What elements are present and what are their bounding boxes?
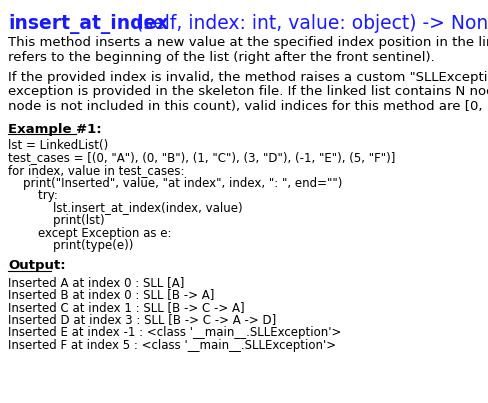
Text: print(lst): print(lst) [8, 214, 104, 227]
Text: print("Inserted", value, "at index", index, ": ", end=""): print("Inserted", value, "at index", ind… [8, 177, 342, 189]
Text: try:: try: [8, 189, 58, 202]
Text: Inserted F at index 5 : <class '__main__.SLLException'>: Inserted F at index 5 : <class '__main__… [8, 339, 335, 351]
Text: Inserted C at index 1 : SLL [B -> C -> A]: Inserted C at index 1 : SLL [B -> C -> A… [8, 301, 244, 314]
Text: Inserted D at index 3 : SLL [B -> C -> A -> D]: Inserted D at index 3 : SLL [B -> C -> A… [8, 314, 276, 326]
Text: (self, index: int, value: object) -> None:: (self, index: int, value: object) -> Non… [136, 14, 488, 33]
Text: Inserted B at index 0 : SLL [B -> A]: Inserted B at index 0 : SLL [B -> A] [8, 289, 214, 301]
Text: refers to the beginning of the list (right after the front sentinel).: refers to the beginning of the list (rig… [8, 50, 434, 64]
Text: Output:: Output: [8, 260, 65, 272]
Text: except Exception as e:: except Exception as e: [8, 226, 171, 239]
Text: Inserted E at index -1 : <class '__main__.SLLException'>: Inserted E at index -1 : <class '__main_… [8, 326, 341, 339]
Text: exception is provided in the skeleton file. If the linked list contains N nodes : exception is provided in the skeleton fi… [8, 85, 488, 98]
Text: If the provided index is invalid, the method raises a custom "SLLException". Cod: If the provided index is invalid, the me… [8, 71, 488, 84]
Text: This method inserts a new value at the specified index position in the linked li: This method inserts a new value at the s… [8, 36, 488, 49]
Text: lst.insert_at_index(index, value): lst.insert_at_index(index, value) [8, 202, 242, 214]
Text: Inserted A at index 0 : SLL [A]: Inserted A at index 0 : SLL [A] [8, 276, 184, 289]
Text: test_cases = [(0, "A"), (0, "B"), (1, "C"), (3, "D"), (-1, "E"), (5, "F")]: test_cases = [(0, "A"), (0, "B"), (1, "C… [8, 152, 395, 164]
Text: lst = LinkedList(): lst = LinkedList() [8, 139, 108, 152]
Text: for index, value in test_cases:: for index, value in test_cases: [8, 164, 184, 177]
Text: insert_at_index: insert_at_index [8, 14, 168, 34]
Text: Example #1:: Example #1: [8, 123, 102, 135]
Text: node is not included in this count), valid indices for this method are [0, N] in: node is not included in this count), val… [8, 100, 488, 113]
Text: print(type(e)): print(type(e)) [8, 239, 133, 252]
